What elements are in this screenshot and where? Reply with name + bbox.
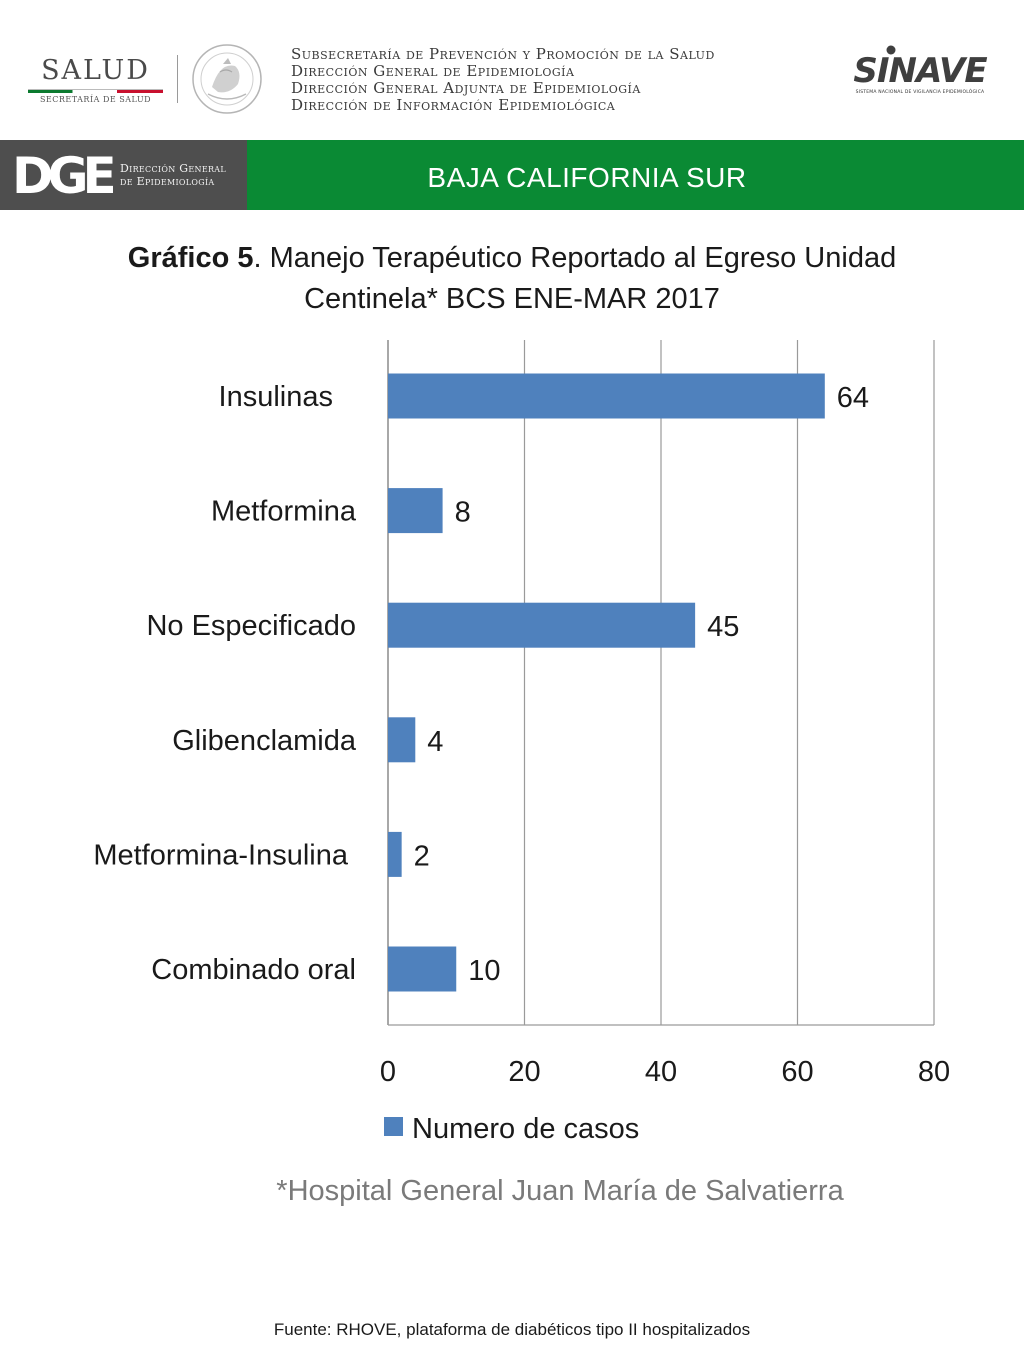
category-label: Combinado oral — [151, 954, 356, 986]
legend-swatch — [384, 1117, 403, 1136]
sinave-logo: SINAVE SISTEMA NACIONAL DE VIGILANCIA EP… — [850, 45, 990, 100]
x-tick-label: 0 — [380, 1056, 396, 1088]
x-tick-label: 80 — [918, 1056, 950, 1088]
category-label: Glibenclamida — [172, 725, 357, 757]
sinave-logo-word: SINAVE — [853, 51, 987, 91]
category-label: Metformina-Insulina — [93, 839, 349, 871]
dge-logo-text: Dirección General de Epidemiología — [120, 162, 245, 188]
chart-title-line2: Centinela* BCS ENE-MAR 2017 — [304, 283, 720, 315]
subsecretaria-line: Dirección General Adjunta de Epidemiolog… — [291, 79, 641, 97]
bar — [388, 831, 402, 877]
legend-layer: Numero de casos — [384, 1113, 639, 1145]
category-label: Insulinas — [219, 381, 333, 413]
bar — [388, 373, 825, 419]
chart-title-bold: Gráfico 5 — [127, 242, 254, 274]
dge-logo-text-line: Dirección General — [120, 162, 226, 175]
bar — [388, 488, 443, 534]
bar-value-label: 45 — [707, 611, 739, 643]
page-header: SALUD SECRETARÍA DE SALUD Subsecretaría … — [0, 0, 1024, 140]
region-title: BAJA CALIFORNIA SUR — [427, 162, 747, 193]
subsecretaria-line: Subsecretaría de Prevención y Promoción … — [291, 45, 715, 63]
subsecretaria-lines: Subsecretaría de Prevención y Promoción … — [291, 46, 811, 114]
chart-title: Gráfico 5. Manejo Terapéutico Reportado … — [60, 238, 964, 320]
category-label: Metformina — [211, 496, 357, 528]
salud-logo: SALUD SECRETARÍA DE SALUD — [28, 55, 163, 105]
x-tick-label: 20 — [508, 1056, 540, 1088]
mexican-coat-of-arms-icon — [192, 44, 262, 114]
dge-logo-mark: DGE — [12, 147, 117, 205]
data-source-note: Fuente: RHOVE, plataforma de diabéticos … — [273, 1320, 751, 1339]
salud-logo-word: SALUD — [41, 55, 150, 86]
bar — [388, 717, 416, 763]
region-banner-block: BAJA CALIFORNIA SUR — [247, 140, 1024, 210]
bar-value-label: 10 — [468, 955, 500, 987]
region-banner: DGE Dirección General de Epidemiología B… — [0, 140, 1024, 210]
label-layer: 0 20 40 60 80 64 Insulinas 8 Metformina 45 No Espe… — [93, 381, 950, 1088]
chart-title-line1: Gráfico 5. Manejo Terapéutico Reportado … — [60, 238, 964, 279]
bar-value-label: 8 — [455, 497, 471, 529]
dge-logo-text-line: de Epidemiología — [120, 175, 215, 188]
bar-value-label: 4 — [427, 726, 443, 758]
bar-value-label: 64 — [837, 382, 869, 414]
x-tick-label: 60 — [781, 1056, 813, 1088]
subsecretaria-line: Dirección de Información Epidemiológica — [291, 96, 616, 114]
legend-label: Numero de casos — [412, 1113, 639, 1145]
hospital-footnote: *Hospital General Juan María de Salvatie… — [276, 1175, 844, 1207]
x-tick-label: 40 — [645, 1056, 677, 1088]
dge-banner-block: DGE Dirección General de Epidemiología — [0, 140, 247, 210]
bar — [388, 946, 457, 992]
sinave-figure-icon — [886, 45, 896, 55]
grid-layer — [387, 340, 935, 1026]
category-label: No Especificado — [146, 610, 356, 642]
salud-logo-subtitle: SECRETARÍA DE SALUD — [39, 95, 152, 104]
chart-title-rest: . Manejo Terapéutico Reportado al Egreso… — [253, 242, 897, 274]
bar — [388, 602, 696, 648]
bar-value-label: 2 — [414, 840, 430, 872]
salud-logo-stripe — [28, 89, 163, 93]
sinave-logo-subtitle: SISTEMA NACIONAL DE VIGILANCIA EPIDEMIOL… — [855, 90, 985, 95]
subsecretaria-line: Dirección General de Epidemiología — [291, 62, 575, 80]
bar-layer — [388, 373, 825, 992]
header-divider — [177, 55, 178, 103]
